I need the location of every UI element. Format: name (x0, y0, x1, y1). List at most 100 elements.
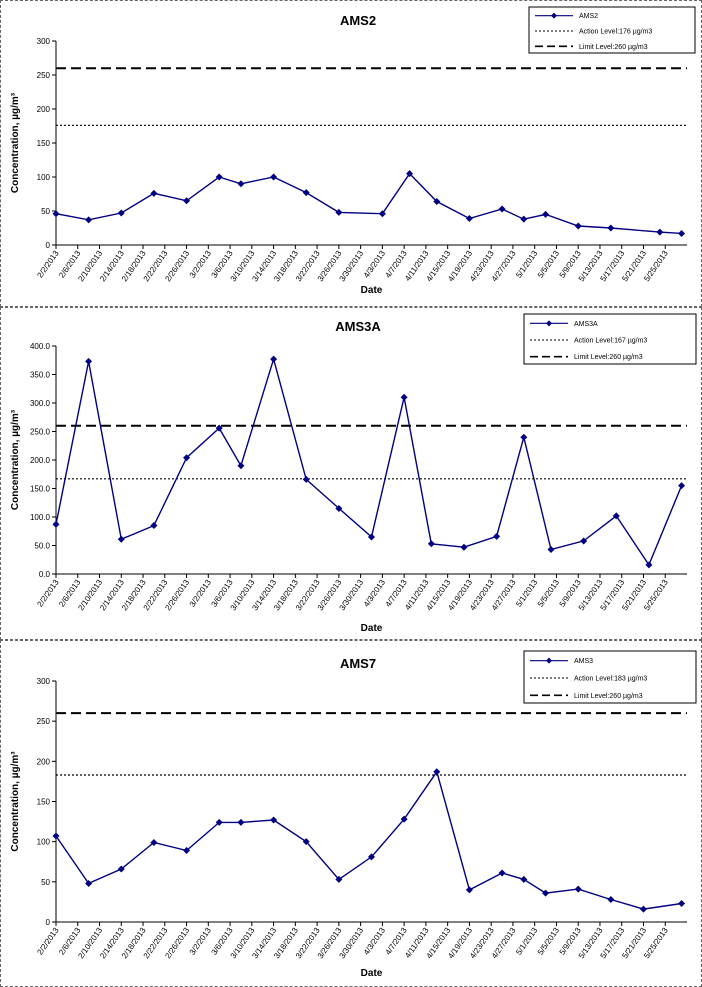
data-point (302, 189, 310, 197)
y-tick-label: 250 (37, 71, 51, 80)
chart-svg-ams7: AMS70501001502002503002/2/20132/6/20132/… (10, 650, 697, 979)
data-point (542, 889, 550, 897)
data-point (433, 197, 441, 205)
y-tick-label: 0.0 (39, 570, 51, 579)
data-point (183, 197, 191, 205)
data-point (406, 170, 414, 178)
y-tick-label: 250.0 (30, 428, 51, 437)
data-point (117, 865, 125, 873)
series-line (55, 770, 682, 910)
data-point (237, 462, 245, 470)
y-axis-label: Concentration, µg/m³ (10, 409, 21, 510)
data-point (678, 229, 686, 237)
y-tick-label: 100.0 (30, 513, 51, 522)
chart-title: AMS7 (340, 656, 376, 671)
legend-action-label: Action Level:176 µg/m3 (579, 29, 652, 36)
y-tick-label: 150 (37, 139, 51, 148)
data-point (52, 210, 60, 218)
y-tick-label: 100 (37, 838, 51, 847)
legend-series-marker (546, 320, 552, 327)
data-point (498, 205, 506, 213)
data-point (612, 512, 620, 520)
legend-limit-label: Limit Level:260 µg/m3 (574, 354, 643, 361)
legend-box (523, 313, 697, 365)
data-point (378, 210, 386, 218)
y-axis-label: Concentration, µg/m³ (10, 751, 21, 852)
x-axis-label: Date (361, 623, 383, 634)
data-point (237, 180, 245, 188)
data-point (150, 189, 158, 197)
data-point (183, 454, 191, 462)
legend-series-marker (546, 657, 552, 664)
legend-action-label: Action Level:167 µg/m3 (574, 338, 647, 345)
y-tick-label: 200 (37, 105, 51, 114)
data-point (460, 543, 468, 551)
y-tick-label: 350.0 (30, 371, 51, 380)
y-tick-label: 50.0 (34, 542, 50, 551)
data-point (85, 216, 93, 224)
data-point (183, 847, 191, 855)
data-point (215, 424, 223, 432)
data-point (607, 224, 615, 232)
data-point (335, 504, 343, 512)
data-point (117, 535, 125, 543)
data-point (465, 886, 473, 894)
legend-box (528, 6, 696, 54)
data-point (150, 522, 158, 530)
data-point (52, 832, 60, 840)
legend-limit-label: Limit Level:260 µg/m3 (579, 44, 648, 51)
data-point (270, 355, 278, 363)
data-point (400, 393, 408, 401)
legend-action-label: Action Level:183 µg/m3 (574, 676, 647, 683)
legend-box (523, 650, 697, 704)
data-point (400, 815, 408, 823)
data-point (520, 875, 528, 883)
data-point (215, 173, 223, 181)
y-tick-label: 50 (41, 207, 50, 216)
data-point (493, 532, 501, 540)
legend-series-label: AMS3 (574, 658, 593, 665)
chart-svg-ams3a: AMS3A 0.0 50.0 100.0 150.0 200.0 250.0 300.0 350… (10, 313, 697, 634)
data-point (547, 545, 555, 553)
data-point (542, 210, 550, 218)
y-tick-label: 50 (41, 878, 50, 887)
data-point (237, 818, 245, 826)
legend-limit-label: Limit Level:260 µg/m3 (574, 693, 643, 700)
data-point (85, 879, 93, 887)
legend-series-label: AMS3A (574, 321, 598, 328)
data-point (465, 214, 473, 222)
chart-panel-ams3a: AMS3A 0.0 50.0 100.0 150.0 200.0 250.0 300.0 350… (0, 307, 702, 640)
y-tick-label: 0 (46, 918, 51, 927)
data-point (427, 540, 435, 548)
data-point (678, 482, 686, 490)
data-point (639, 905, 647, 913)
y-tick-label: 250 (37, 717, 51, 726)
data-point (302, 475, 310, 483)
data-point (433, 768, 441, 776)
data-point (520, 433, 528, 441)
data-point (656, 228, 664, 236)
data-point (607, 896, 615, 904)
data-point (117, 209, 125, 217)
data-point (574, 222, 582, 230)
data-point (270, 173, 278, 181)
chart-panel-ams2: AMS2 0 50 100 150 200 250 300 2/2/2013 2/6/2013 2/… (0, 0, 702, 307)
data-point (520, 215, 528, 223)
chart-panel-ams7: AMS7 0 50 100 150 200 250 300 2/2/2013 2/6/2013 2/… (0, 640, 702, 987)
data-point (368, 533, 375, 541)
y-tick-label: 0 (46, 241, 51, 250)
y-tick-label: 150.0 (30, 485, 51, 494)
data-point (645, 561, 653, 569)
chart-svg-ams2: AMS20501001502002503002/2/20132/6/20132/… (10, 6, 696, 296)
data-point (498, 869, 506, 877)
data-point (85, 357, 93, 365)
data-point (302, 838, 310, 846)
x-axis-label: Date (361, 968, 383, 979)
y-tick-label: 150 (37, 798, 51, 807)
y-tick-label: 100 (37, 173, 51, 182)
y-tick-label: 300 (37, 677, 51, 686)
y-tick-label: 300.0 (30, 399, 51, 408)
data-point (150, 838, 158, 846)
chart-title: AMS2 (340, 13, 376, 28)
series-line (55, 356, 683, 567)
